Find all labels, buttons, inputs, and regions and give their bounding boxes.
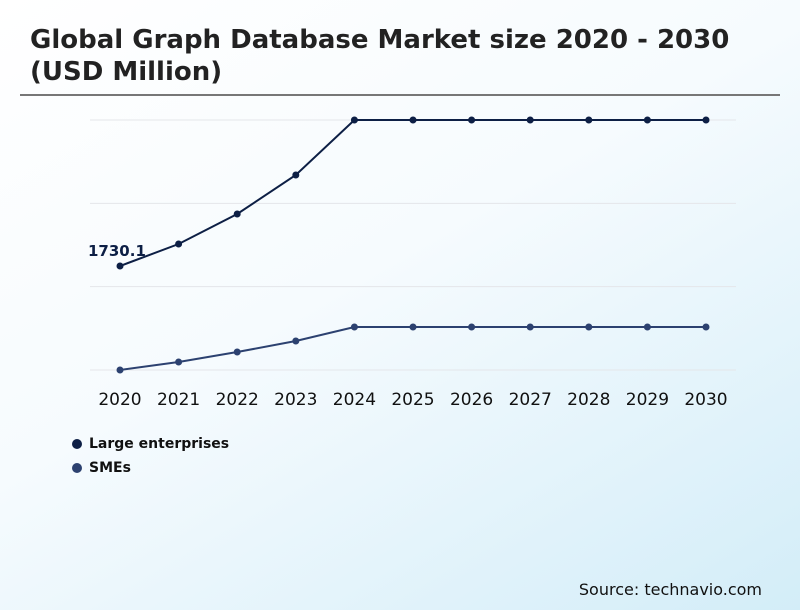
data-point	[585, 323, 593, 331]
data-point	[292, 171, 300, 179]
data-point	[116, 262, 124, 270]
data-point	[116, 366, 124, 374]
data-point	[292, 337, 300, 345]
x-tick-label: 2023	[274, 390, 317, 410]
data-point	[350, 323, 358, 331]
data-point	[643, 116, 651, 124]
x-tick-label: 2022	[216, 390, 259, 410]
data-point	[409, 116, 417, 124]
data-point	[233, 210, 241, 218]
x-tick-label: 2027	[509, 390, 552, 410]
data-label: 1730.1	[88, 242, 146, 260]
legend-marker-icon	[72, 463, 82, 473]
legend-label: Large enterprises	[89, 436, 230, 452]
x-tick-label: 2029	[626, 390, 669, 410]
data-point	[175, 358, 183, 366]
legend-item-smes: SMEs	[72, 460, 131, 476]
x-tick-label: 2024	[333, 390, 376, 410]
series-line	[119, 326, 706, 371]
data-point	[350, 116, 358, 124]
data-point	[702, 116, 710, 124]
x-tick-label: 2028	[567, 390, 610, 410]
data-point	[409, 323, 417, 331]
data-point	[175, 240, 183, 248]
x-tick-label: 2020	[98, 390, 141, 410]
series-line	[119, 119, 706, 267]
legend-marker-icon	[72, 439, 82, 449]
x-tick-label: 2030	[684, 390, 727, 410]
x-tick-label: 2026	[450, 390, 493, 410]
data-point	[233, 348, 241, 356]
x-tick-label: 2021	[157, 390, 200, 410]
data-point	[585, 116, 593, 124]
x-tick-label: 2025	[391, 390, 434, 410]
legend-label: SMEs	[89, 460, 131, 476]
legend-item-large-enterprises: Large enterprises	[72, 436, 229, 452]
data-point	[468, 116, 476, 124]
title-divider	[20, 94, 780, 96]
data-point	[526, 116, 534, 124]
data-point	[468, 323, 476, 331]
chart-title: Global Graph Database Market size 2020 -…	[30, 25, 730, 87]
source-credit: Source: technavio.com	[578, 580, 762, 599]
data-point	[702, 323, 710, 331]
data-point	[643, 323, 651, 331]
data-point	[526, 323, 534, 331]
